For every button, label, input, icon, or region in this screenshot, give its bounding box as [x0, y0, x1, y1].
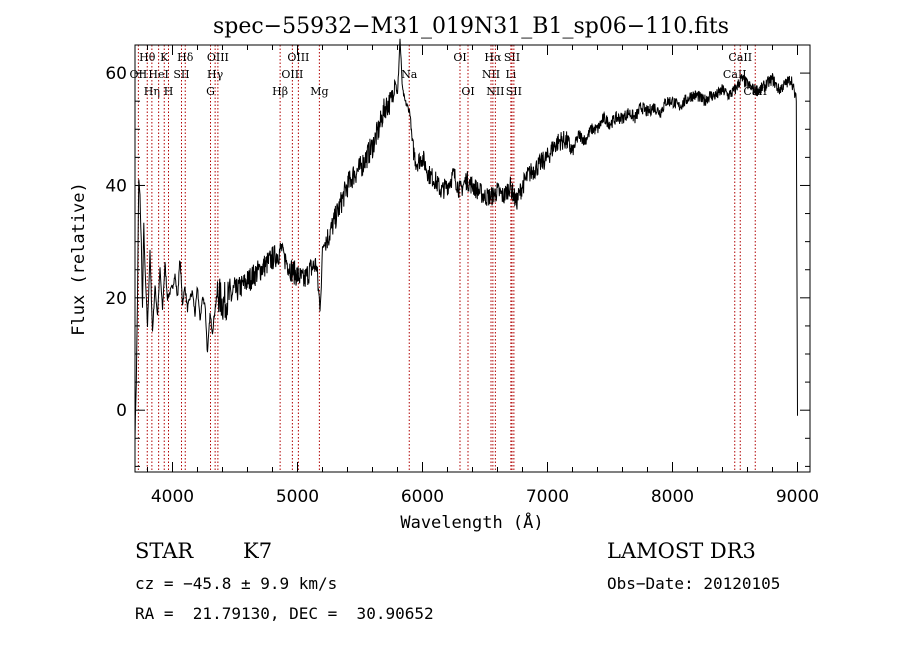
spectrum-line	[134, 38, 798, 442]
line-label: SII	[173, 68, 189, 81]
ra-dec-coordinates: RA = 21.79130, DEC = 30.90652	[135, 604, 434, 623]
y-tick-label: 60	[105, 64, 127, 84]
line-label: OIII	[287, 51, 309, 64]
x-tick-label: 9000	[776, 487, 819, 507]
x-tick-label: 4000	[151, 487, 194, 507]
plot-frame	[134, 44, 811, 473]
x-tick-label: 7000	[526, 487, 569, 507]
line-label: OI	[453, 51, 466, 64]
line-label: OII	[130, 68, 148, 81]
line-label: SII	[504, 51, 520, 64]
line-label: Hδ	[177, 51, 194, 64]
y-axis-label: Flux (relative)	[69, 182, 89, 336]
line-label: Hβ	[272, 85, 288, 98]
object-class: STAR	[135, 539, 194, 563]
line-label: Li	[505, 68, 516, 81]
spectrum-series	[134, 38, 798, 442]
emission-line-markers: Hθ OII Hη HeI K H SII Hδ G Hγ OIII Hβ OIII OIII Mg Na OI…	[130, 45, 767, 472]
line-label: Na	[401, 68, 418, 81]
x-tick-label: 6000	[401, 487, 444, 507]
line-label: NII	[486, 85, 504, 98]
line-label: OIII	[281, 68, 303, 81]
y-tick-label: 0	[116, 401, 127, 421]
line-label: Hη	[144, 85, 160, 98]
line-label: SII	[506, 85, 522, 98]
line-label: HeI	[148, 68, 168, 81]
x-axis-label: Wavelength (Å)	[400, 511, 543, 533]
observation-date: Obs−Date: 20120105	[607, 574, 781, 593]
line-label: Hγ	[207, 68, 224, 81]
x-tick-label: 5000	[276, 487, 319, 507]
line-label: H	[164, 85, 174, 98]
line-label: OIII	[207, 51, 229, 64]
survey-name: LAMOST DR3	[607, 539, 756, 563]
y-tick-label: 20	[105, 289, 127, 309]
chart-title: spec−55932−M31_019N31_B1_sp06−110.fits	[213, 14, 729, 39]
line-label: Mg	[310, 85, 328, 98]
line-label: K	[160, 51, 169, 64]
object-subclass: K7	[243, 539, 273, 563]
line-label: CaII	[728, 51, 752, 64]
line-label: G	[206, 85, 215, 98]
redshift-velocity: cz = −45.8 ± 9.9 km/s	[135, 574, 338, 593]
line-label: NII	[482, 68, 500, 81]
line-label: OI	[461, 85, 474, 98]
line-label: Hα	[484, 51, 502, 64]
x-tick-label: 8000	[651, 487, 694, 507]
y-tick-label: 40	[105, 176, 127, 196]
axis-ticks: 4000 5000 6000 7000 8000 9000 0 20 40 60	[105, 44, 819, 507]
line-label: Hθ	[139, 51, 156, 64]
